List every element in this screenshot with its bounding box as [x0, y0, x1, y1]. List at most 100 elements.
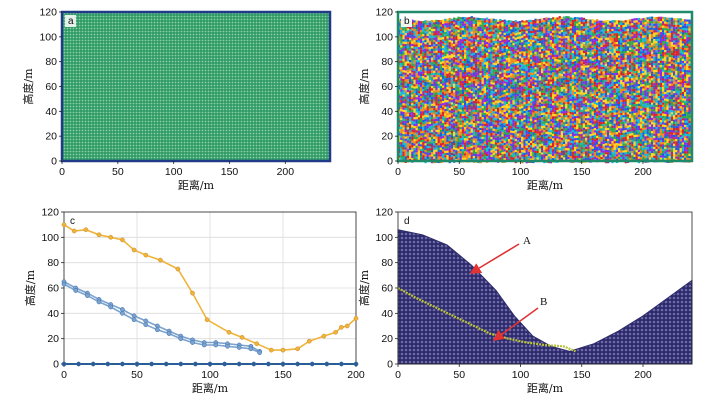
y-tick-label: 120 — [375, 7, 393, 19]
x-tick-label: 50 — [131, 369, 143, 381]
x-tick-label: 200 — [347, 369, 365, 381]
x-tick-label: 150 — [573, 369, 591, 381]
panel-d: 0 50 100 150 200 0 20 40 60 80 100 120 距离/m 高度/m d A B — [357, 207, 693, 395]
data-point — [96, 232, 102, 238]
x-tick-label: 100 — [512, 369, 530, 381]
panel-letter-bg — [401, 15, 412, 27]
data-point — [134, 361, 140, 367]
panel-c: 0 50 100 150 200 0 20 40 60 80 100 120 距离/m 高度/m c — [23, 207, 365, 396]
data-point — [248, 346, 254, 352]
data-point — [321, 333, 327, 339]
data-point — [143, 322, 149, 328]
data-point — [239, 335, 245, 340]
data-point — [254, 341, 260, 347]
y-tick-label: 0 — [387, 156, 393, 168]
data-point — [306, 338, 312, 344]
y-tick-label: 120 — [41, 207, 59, 219]
x-tick-label: 200 — [634, 369, 652, 381]
data-point — [61, 281, 67, 287]
data-point — [353, 316, 359, 321]
data-point — [190, 340, 195, 345]
x-axis-label: 距离/m — [527, 381, 564, 395]
y-tick-label: 40 — [381, 106, 393, 118]
arrow-b — [492, 307, 539, 341]
data-point — [166, 331, 172, 336]
data-point — [73, 288, 79, 293]
x-tick-label: 200 — [277, 166, 295, 178]
data-point — [85, 293, 90, 298]
x-axis-label: 距离/m — [178, 178, 215, 192]
x-tick-label: 0 — [61, 369, 67, 381]
x-tick-label: 200 — [634, 166, 652, 178]
data-point — [295, 346, 300, 352]
data-point — [120, 361, 125, 367]
y-tick-label: 60 — [381, 81, 393, 93]
y-tick-label: 60 — [45, 81, 57, 93]
y-tick-label: 80 — [45, 56, 57, 68]
data-point — [339, 324, 344, 330]
data-point — [353, 361, 359, 367]
y-tick-label: 0 — [53, 359, 59, 371]
x-tick-label: 100 — [512, 166, 530, 178]
y-axis-label: 高度/m — [23, 269, 37, 306]
data-point — [131, 247, 137, 253]
x-tick-label: 100 — [201, 369, 219, 381]
data-point — [251, 361, 257, 367]
x-tick-label: 0 — [59, 166, 65, 178]
data-point — [131, 317, 137, 323]
data-point — [201, 342, 207, 348]
y-tick-label: 60 — [381, 283, 393, 295]
y-tick-label: 60 — [47, 283, 59, 295]
data-point — [190, 290, 195, 296]
data-point — [178, 336, 184, 342]
data-point — [204, 317, 210, 323]
x-axis-label: 距离/m — [192, 381, 229, 395]
x-tick-label: 50 — [453, 166, 465, 178]
data-point — [83, 227, 89, 233]
y-tick-label: 0 — [387, 359, 393, 371]
panel-a: 0 50 100 150 200 0 20 40 60 80 100 120 距离/m 高度/m a — [21, 7, 332, 192]
data-point — [280, 361, 286, 367]
y-tick-label: 100 — [39, 31, 57, 43]
panel-letter: a — [68, 16, 74, 27]
data-point — [108, 304, 114, 310]
y-tick-label: 20 — [381, 333, 393, 345]
data-point — [344, 323, 350, 329]
x-tick-label: 150 — [573, 166, 591, 178]
y-axis-label: 高度/m — [357, 269, 371, 306]
y-tick-label: 100 — [41, 232, 59, 244]
data-point — [222, 361, 227, 367]
y-axis-label: 高度/m — [357, 68, 371, 105]
data-point — [120, 310, 125, 316]
data-point — [120, 237, 125, 243]
x-tick-label: 0 — [395, 166, 401, 178]
data-point — [324, 361, 330, 367]
data-point — [155, 327, 160, 333]
data-point — [96, 299, 102, 305]
y-tick-label: 40 — [45, 106, 57, 118]
panel-letter: b — [404, 16, 410, 27]
y-tick-label: 20 — [47, 333, 59, 345]
y-tick-label: 0 — [51, 156, 57, 168]
data-point — [175, 266, 181, 272]
series-line-2 — [63, 283, 260, 354]
arrow-a — [469, 243, 520, 274]
data-point — [61, 361, 67, 367]
y-tick-label: 40 — [47, 308, 59, 320]
y-tick-label: 100 — [375, 31, 393, 43]
particle-field — [398, 16, 693, 164]
panel-letter: c — [70, 216, 75, 227]
data-point — [193, 361, 198, 367]
data-point — [213, 342, 219, 348]
data-point — [108, 234, 114, 240]
data-point — [226, 329, 232, 335]
data-point — [105, 361, 111, 367]
data-point — [309, 361, 315, 367]
data-point — [257, 350, 262, 355]
data-point — [266, 361, 271, 367]
x-axis-label: 距离/m — [527, 178, 564, 192]
y-tick-label: 20 — [45, 131, 57, 143]
x-tick-label: 150 — [221, 166, 239, 178]
x-tick-label: 0 — [395, 369, 401, 381]
